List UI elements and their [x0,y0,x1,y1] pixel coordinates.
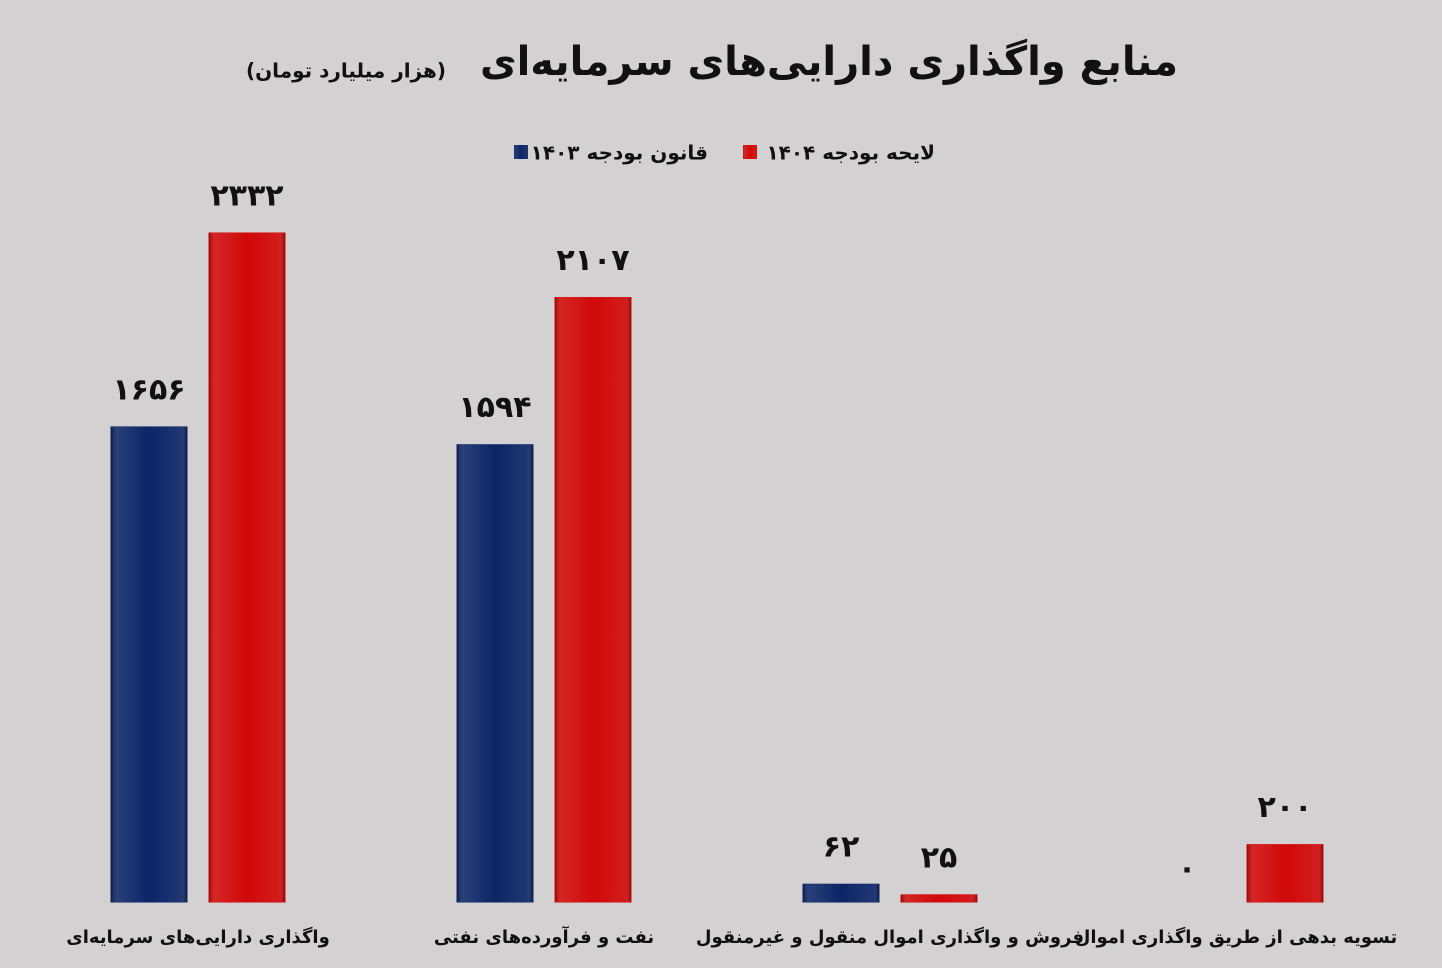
chart-subtitle: (هزار میلیارد تومان) [246,59,446,83]
legend-swatch-shine [743,145,757,159]
x-tick-label: تسویه بدهی از طریق واگذاری اموال [1075,926,1398,948]
x-tick-label: نفت و فرآورده‌های نفتی [434,925,654,948]
bar-shine [555,297,631,902]
bar-shine [1247,844,1323,902]
legend-label: قانون بودجه ۱۴۰۳ [531,141,708,165]
bar-shine [457,444,533,902]
data-label: ۲۰۰ [1258,790,1313,825]
legend-label: لایحه بودجه ۱۴۰۴ [766,141,935,165]
data-label: ۶۲ [823,830,860,865]
x-tick-label: واگذاری دارایی‌های سرمایه‌ای [66,926,330,948]
bar-shine [111,426,187,902]
legend-swatch-shine [514,145,528,159]
data-label: ۱۵۹۴ [458,390,531,425]
bar-shine [209,233,285,902]
data-label: ۱۶۵۶ [112,372,185,407]
data-label: ۰ [1178,852,1196,887]
x-tick-label: فروش و واگذاری اموال منقول و غیرمنقول [696,926,1084,948]
data-label: ۲۵ [921,840,958,875]
bar-shine [803,884,879,902]
chart-title: منابع واگذاری دارایی‌های سرمایه‌ای [480,38,1178,85]
bar-shine [901,894,977,902]
data-label: ۲۱۰۷ [556,243,629,278]
data-label: ۲۳۳۲ [210,179,283,214]
